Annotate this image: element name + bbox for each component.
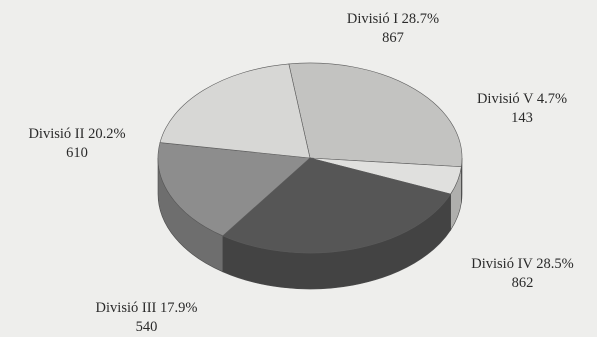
slice-value-divisio-v: 143 — [511, 110, 533, 126]
label-divisio-i: Divisió I 28.7% 867 — [318, 10, 468, 48]
slice-value-divisio-ii: 610 — [66, 145, 88, 161]
slice-value-divisio-iii: 540 — [135, 319, 158, 335]
pie-slice-divisi-i — [288, 62, 463, 168]
slice-name-divisio-iv: Divisió IV — [471, 256, 533, 272]
slice-percent-divisio-ii: 20.2% — [88, 126, 126, 142]
label-divisio-ii: Divisió II 20.2% 610 — [2, 125, 152, 163]
slice-percent-divisio-v: 4.7% — [536, 91, 568, 107]
slice-value-divisio-iv: 862 — [511, 275, 534, 291]
slice-percent-divisio-iv: 28.5% — [536, 256, 574, 272]
slice-name-divisio-ii: Divisió II — [28, 126, 85, 142]
slice-value-divisio-i: 867 — [382, 30, 404, 46]
slice-name-divisio-iii: Divisió III — [95, 300, 157, 316]
pie-slice-divisi-ii — [159, 63, 311, 159]
pie-slice-divisi-iv — [222, 157, 452, 254]
slice-name-divisio-i: Divisió I — [346, 11, 399, 27]
label-divisio-v: Divisió V 4.7% 143 — [462, 90, 582, 128]
pie-slice-divisi-iii — [157, 142, 311, 237]
slice-name-divisio-v: Divisió V — [476, 91, 534, 107]
label-divisio-iv: Divisió IV 28.5% 862 — [455, 255, 590, 293]
label-divisio-iii: Divisió III 17.9% 540 — [74, 299, 219, 337]
slice-percent-divisio-i: 28.7% — [401, 11, 440, 27]
slice-percent-divisio-iii: 17.9% — [159, 300, 198, 316]
